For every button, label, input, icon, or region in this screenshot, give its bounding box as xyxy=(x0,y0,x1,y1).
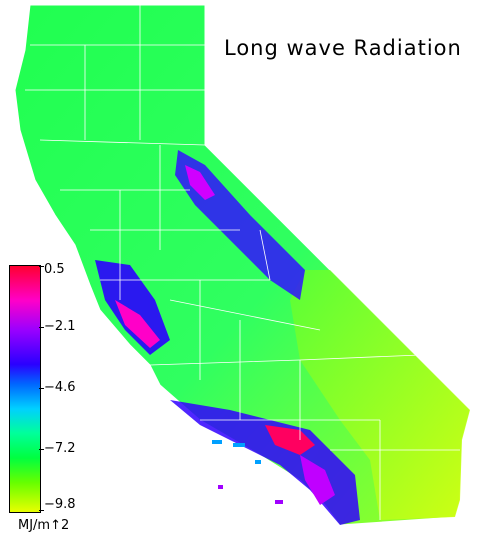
map-title: Long wave Radiation xyxy=(224,36,462,60)
tick-mark xyxy=(39,388,44,389)
color-scale-bar xyxy=(9,265,41,513)
tick-mark xyxy=(39,510,44,511)
legend-tick-label: −7.2 xyxy=(44,441,76,456)
legend-tick-label: 0.5 xyxy=(44,262,65,277)
legend-tick-label: −2.1 xyxy=(44,319,76,334)
south-core-2 xyxy=(300,455,335,505)
legend-units: MJ/m↑2 xyxy=(18,518,70,533)
tick-mark xyxy=(39,327,44,328)
south-core xyxy=(265,425,315,455)
tick-mark xyxy=(39,449,44,450)
legend-tick-label: −9.8 xyxy=(44,497,76,512)
sierra-core xyxy=(185,165,215,200)
desert-region xyxy=(290,270,470,520)
county-lines xyxy=(25,5,460,520)
channel-islands xyxy=(212,440,283,504)
coast-core xyxy=(115,300,160,348)
tick-mark xyxy=(39,266,44,267)
legend-tick-label: −4.6 xyxy=(44,380,76,395)
south-band xyxy=(170,400,360,525)
